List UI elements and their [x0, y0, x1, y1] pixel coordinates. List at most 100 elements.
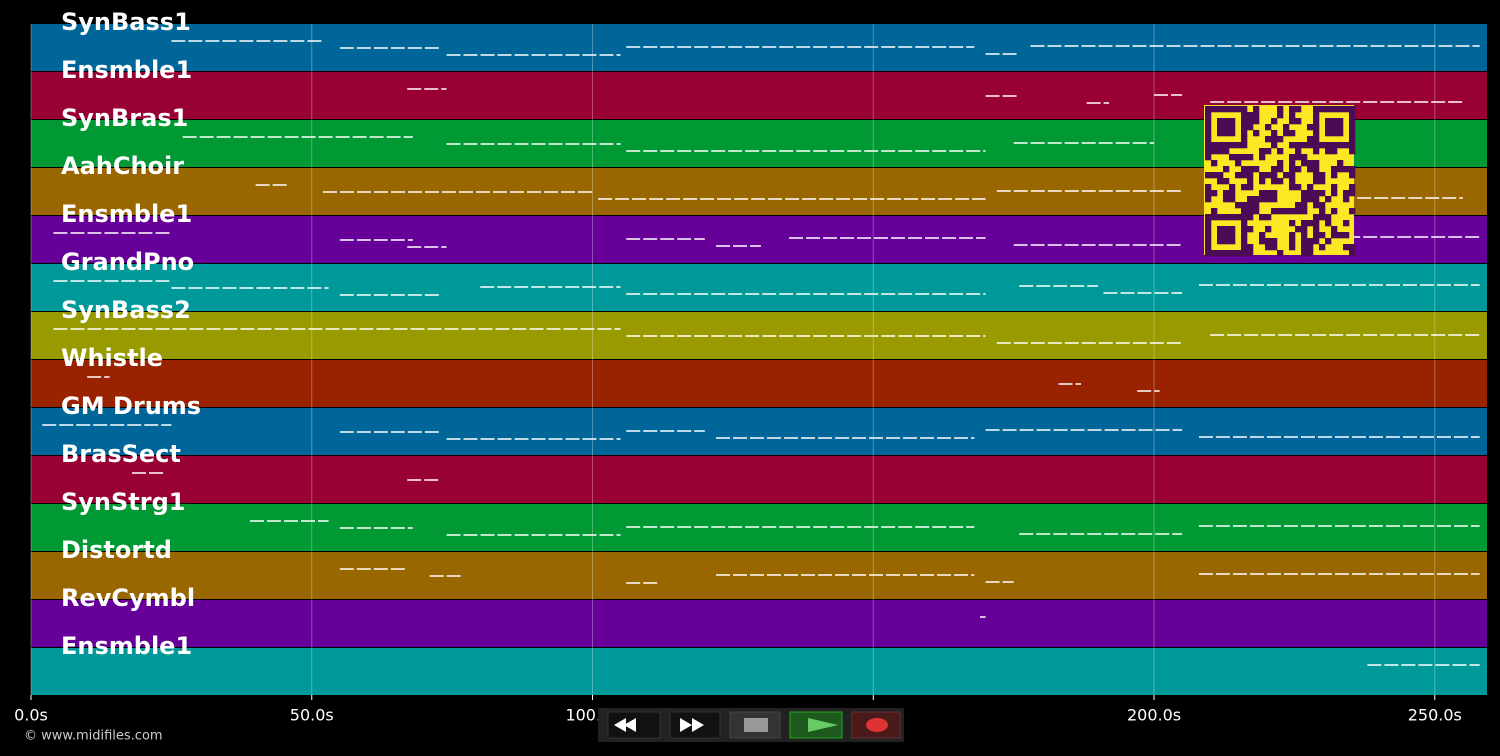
qr-cell: [1223, 106, 1230, 113]
x-tick-label: 50.0s: [290, 706, 334, 725]
qr-cell: [1331, 148, 1338, 155]
track-lane: [31, 408, 1487, 455]
qr-cell: [1271, 244, 1278, 251]
qr-cell: [1277, 250, 1284, 257]
qr-cell: [1253, 196, 1260, 203]
qr-cell: [1265, 226, 1272, 233]
rewind-button[interactable]: [607, 711, 661, 739]
qr-cell: [1301, 160, 1308, 167]
qr-cell: [1277, 148, 1284, 155]
qr-cell: [1205, 148, 1212, 155]
qr-cell: [1217, 232, 1224, 239]
qr-cell: [1241, 244, 1248, 251]
qr-cell: [1205, 136, 1212, 143]
qr-cell: [1349, 136, 1356, 143]
qr-cell: [1325, 124, 1332, 131]
qr-cell: [1229, 250, 1236, 257]
qr-cell: [1313, 166, 1320, 173]
track-lane: [31, 600, 1487, 647]
qr-cell: [1223, 232, 1230, 239]
icon: [866, 718, 888, 732]
qr-cell: [1211, 214, 1218, 221]
forward-button[interactable]: [669, 711, 721, 739]
qr-cell: [1277, 112, 1284, 119]
qr-cell: [1295, 166, 1302, 173]
qr-cell: [1313, 178, 1320, 185]
play-button[interactable]: [789, 711, 843, 739]
qr-cell: [1247, 172, 1254, 179]
qr-cell: [1205, 106, 1212, 113]
qr-cell: [1277, 136, 1284, 143]
track-name: Ensmble1: [61, 200, 192, 228]
qr-cell: [1349, 118, 1356, 125]
qr-cell: [1307, 238, 1314, 245]
qr-cell: [1241, 154, 1248, 161]
qr-cell: [1259, 238, 1266, 245]
qr-cell: [1307, 184, 1314, 191]
qr-cell: [1343, 106, 1350, 113]
qr-cell: [1229, 184, 1236, 191]
qr-cell: [1301, 202, 1308, 209]
qr-cell: [1289, 142, 1296, 149]
qr-cell: [1271, 130, 1278, 137]
qr-cell: [1265, 136, 1272, 143]
record-button[interactable]: [851, 711, 901, 739]
qr-cell: [1205, 184, 1212, 191]
icon: [614, 718, 636, 732]
qr-cell: [1205, 124, 1212, 131]
qr-cell: [1349, 142, 1356, 149]
qr-cell: [1247, 214, 1254, 221]
x-tick-label: 200.0s: [1127, 706, 1181, 725]
track-lane: [31, 456, 1487, 503]
qr-cell: [1343, 166, 1350, 173]
qr-cell: [1223, 166, 1230, 173]
qr-cell: [1235, 250, 1242, 257]
track-name: SynBass1: [61, 8, 191, 36]
qr-cell: [1343, 244, 1350, 251]
stop-button[interactable]: [729, 711, 781, 739]
qr-cell: [1325, 220, 1332, 227]
qr-cell: [1241, 136, 1248, 143]
qr-cell: [1319, 244, 1326, 251]
qr-cell: [1217, 250, 1224, 257]
qr-cell: [1337, 124, 1344, 131]
qr-cell: [1289, 106, 1296, 113]
qr-cell: [1217, 178, 1224, 185]
qr-cell: [1313, 232, 1320, 239]
qr-cell: [1247, 184, 1254, 191]
qr-cell: [1229, 124, 1236, 131]
qr-cell: [1313, 106, 1320, 113]
x-tick-label: 0.0s: [14, 706, 48, 725]
qr-cell: [1313, 130, 1320, 137]
qr-cell: [1313, 124, 1320, 131]
qr-cell: [1283, 130, 1290, 137]
qr-cell: [1301, 196, 1308, 203]
qr-cell: [1217, 238, 1224, 245]
qr-cell: [1331, 118, 1338, 125]
qr-cell: [1259, 178, 1266, 185]
qr-cell: [1319, 106, 1326, 113]
qr-cell: [1325, 130, 1332, 137]
qr-cell: [1271, 190, 1278, 197]
track-name: SynStrg1: [61, 488, 186, 516]
qr-cell: [1325, 148, 1332, 155]
qr-cell: [1349, 172, 1356, 179]
qr-cell: [1313, 160, 1320, 167]
qr-cell: [1295, 202, 1302, 209]
qr-cell: [1205, 214, 1212, 221]
qr-cell: [1331, 172, 1338, 179]
qr-cell: [1325, 196, 1332, 203]
qr-cell: [1319, 232, 1326, 239]
qr-cell: [1247, 202, 1254, 209]
qr-cell: [1205, 172, 1212, 179]
qr-cell: [1307, 166, 1314, 173]
qr-cell: [1241, 214, 1248, 221]
qr-cell: [1313, 118, 1320, 125]
qr-cell: [1349, 250, 1356, 257]
qr-cell: [1295, 106, 1302, 113]
qr-cell: [1265, 190, 1272, 197]
qr-cell: [1289, 244, 1296, 251]
qr-cell: [1205, 232, 1212, 239]
qr-cell: [1223, 178, 1230, 185]
